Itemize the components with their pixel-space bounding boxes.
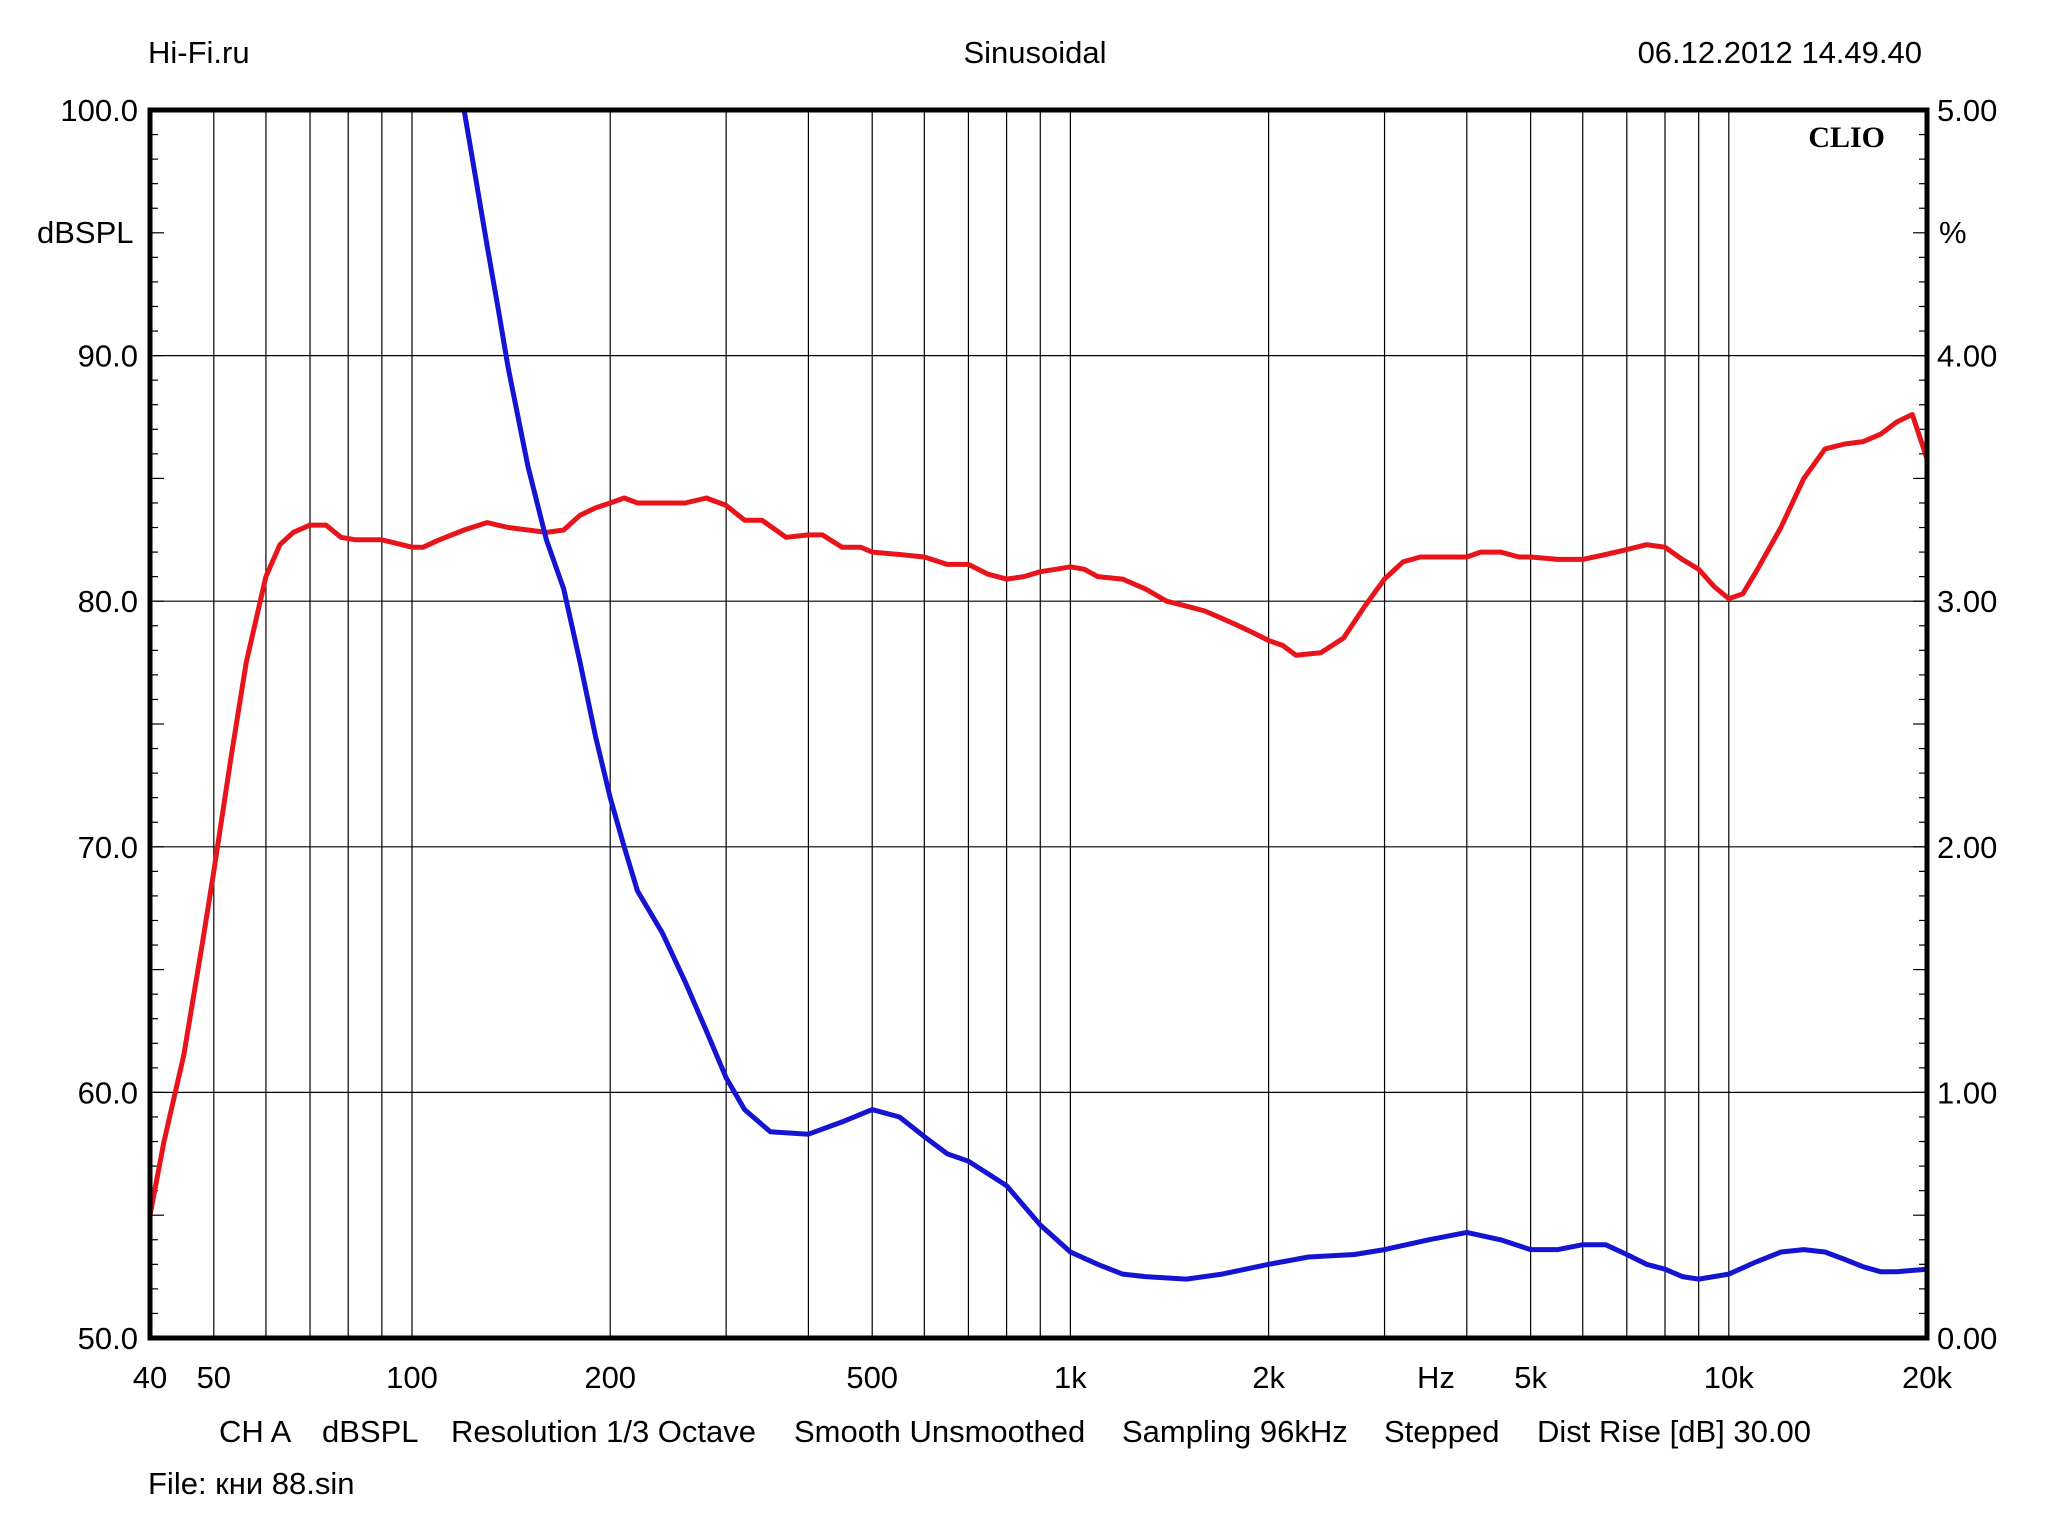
x-tick-label: 5k [1514,1360,1547,1395]
left-y-tick-label: 70.0 [78,830,138,865]
x-tick-labels: 40 50 100 200 500 1k 2k 5k 10k 20k [133,1360,1953,1395]
left-y-tick-label: 80.0 [78,584,138,619]
x-tick-label: 50 [197,1360,231,1395]
thd-distortion-line [461,110,1927,1282]
measurement-setting: dBSPL [322,1414,419,1449]
plot-frame [147,107,1930,1341]
header-left-label: Hi-Fi.ru [148,35,250,70]
x-tick-label: 40 [133,1360,167,1395]
left-y-tick-label: 50.0 [78,1321,138,1356]
right-y-tick-labels: 5.00 4.00 3.00 2.00 1.00 0.00 [1937,93,1997,1356]
x-tick-label: 20k [1902,1360,1952,1395]
x-tick-label: 10k [1704,1360,1754,1395]
measurement-setting: CH A [219,1414,292,1449]
measurement-setting: Smooth Unsmoothed [794,1414,1085,1449]
file-name-label: File: кни 88.sin [148,1466,355,1501]
spl-response-line [150,412,1927,1218]
right-y-tick-label: 4.00 [1937,339,1997,374]
clio-brand-label: CLIO [1808,121,1885,154]
right-y-tick-label: 0.00 [1937,1321,1997,1356]
measurement-setting: Resolution 1/3 Octave [451,1414,756,1449]
left-y-tick-label: 90.0 [78,339,138,374]
right-y-tick-label: 2.00 [1937,830,1997,865]
left-y-tick-labels: 100.0 90.0 80.0 70.0 60.0 50.0 [60,93,138,1356]
measurement-setting: Sampling 96kHz [1122,1414,1348,1449]
x-tick-label: 100 [386,1360,438,1395]
measurement-setting: Dist Rise [dB] 30.00 [1537,1414,1811,1449]
x-tick-label: 200 [584,1360,636,1395]
header-center-label: Sinusoidal [963,35,1106,70]
left-y-tick-label: 100.0 [60,93,138,128]
right-axis-unit-label: % [1939,215,1967,250]
right-y-tick-label: 5.00 [1937,93,1997,128]
measurement-setting: Stepped [1384,1414,1500,1449]
left-y-tick-label: 60.0 [78,1075,138,1110]
right-y-tick-label: 3.00 [1937,584,1997,619]
x-tick-label: 1k [1054,1360,1087,1395]
x-tick-label: 500 [846,1360,898,1395]
header-right-label: 06.12.2012 14.49.40 [1638,35,1922,70]
left-axis-unit-label: dBSPL [37,215,134,250]
x-axis-unit-label: Hz [1417,1360,1455,1395]
right-y-tick-label: 1.00 [1937,1075,1997,1110]
series-lines [150,110,1927,1282]
measurement-settings: CH A dBSPL Resolution 1/3 Octave Smooth Uns… [219,1414,1811,1449]
grid-lines [150,109,1927,1339]
x-tick-label: 2k [1252,1360,1285,1395]
